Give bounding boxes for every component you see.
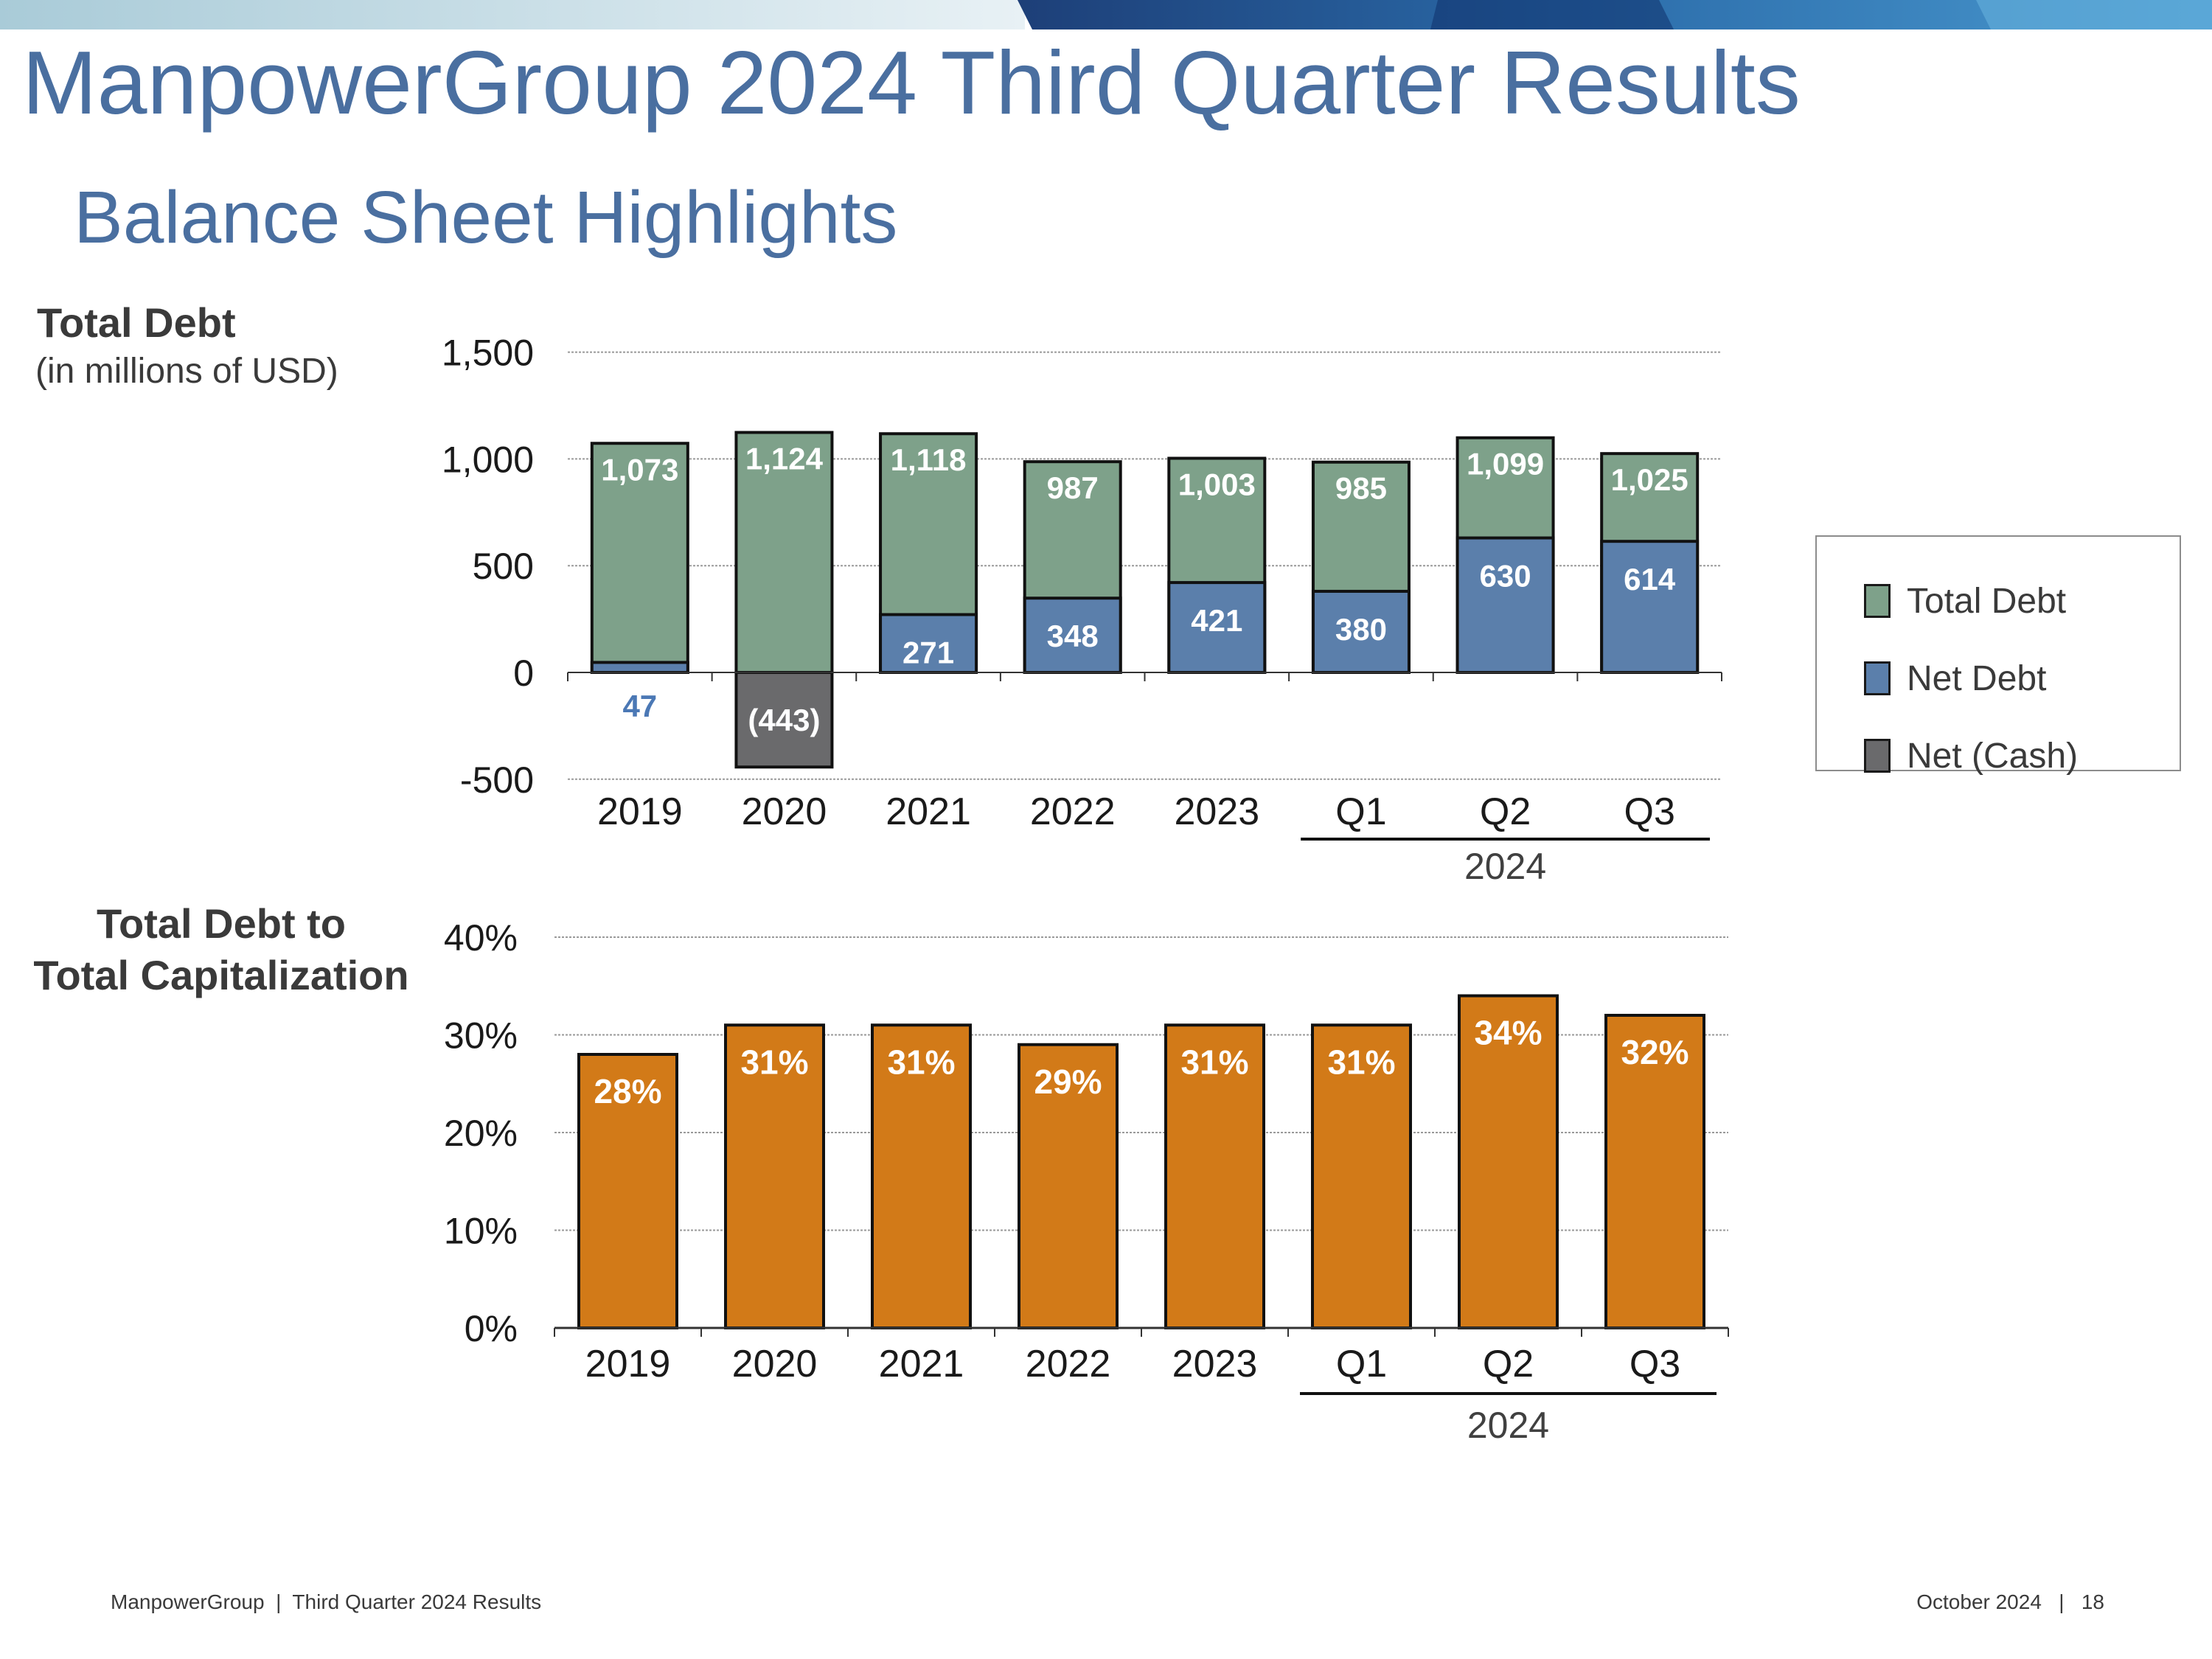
x-category-label: 2020	[742, 790, 827, 833]
data-label-net-debt: 380	[1335, 612, 1387, 647]
total-debt-chart: 1,500 1,000 500 0 -500 1,073 47 2019 1,124 (443) 2…	[442, 333, 1722, 887]
x-category-label: 2022	[1026, 1343, 1111, 1385]
data-label-capitalization: 31%	[1180, 1043, 1248, 1081]
x-category-label: Q3	[1624, 790, 1675, 833]
x-category-label: Q1	[1336, 1343, 1387, 1385]
bar-capitalization	[724, 1023, 825, 1329]
data-label-total-debt: 1,025	[1611, 462, 1688, 497]
bar-net-debt	[879, 613, 978, 674]
data-label-total-debt: 1,003	[1178, 467, 1256, 502]
data-label-capitalization: 34%	[1474, 1014, 1542, 1052]
total-debt-heading: Total Debt	[37, 299, 236, 346]
data-label-total-debt: 1,073	[601, 452, 678, 487]
group-label: 2024	[1467, 1405, 1549, 1446]
data-label-net-debt: 348	[1047, 619, 1099, 653]
y-tick-label: -500	[460, 759, 534, 801]
data-label-total-debt: 1,118	[891, 442, 967, 477]
data-label-net-cash: (443)	[748, 703, 820, 737]
x-category-label: 2022	[1030, 790, 1116, 833]
y-tick-label: 30%	[444, 1015, 518, 1057]
data-label-net-debt: 271	[902, 636, 954, 670]
data-label-total-debt: 1,124	[745, 441, 824, 476]
data-label-net-debt: 421	[1191, 603, 1242, 638]
data-label-capitalization: 32%	[1621, 1033, 1688, 1071]
data-label-capitalization: 31%	[740, 1043, 808, 1081]
bar-capitalization	[1311, 1023, 1412, 1329]
header-decorative-band	[0, 0, 2212, 29]
x-category-label: 2023	[1174, 790, 1259, 833]
bar-net-debt	[1600, 540, 1700, 675]
data-label-total-debt: 1,099	[1467, 447, 1544, 481]
x-category-label: Q2	[1483, 1343, 1534, 1385]
x-category-label: Q1	[1335, 790, 1386, 833]
x-category-label: Q3	[1630, 1343, 1680, 1385]
footer-right-text: October 2024 | 18	[1916, 1590, 2104, 1613]
chart-legend: Total Debt Net Debt Net (Cash)	[1815, 535, 2181, 776]
legend-item-net-debt: Net Debt	[1864, 658, 2047, 698]
legend-swatch-net-debt	[1864, 661, 1891, 695]
y-tick-label: 10%	[444, 1211, 518, 1252]
bar-capitalization	[1164, 1023, 1265, 1329]
legend-label-net-debt: Net Debt	[1907, 658, 2047, 698]
y-tick-label: 1,000	[442, 439, 534, 480]
x-category-label: 2019	[585, 1343, 671, 1385]
data-label-capitalization: 31%	[1327, 1043, 1395, 1081]
legend-label-total-debt: Total Debt	[1907, 581, 2067, 621]
x-category-label: Q2	[1480, 790, 1531, 833]
data-label-net-debt: 630	[1480, 559, 1531, 594]
capitalization-heading-line2: Total Capitalization	[33, 952, 409, 998]
bar-net-debt	[1167, 581, 1267, 675]
data-label-capitalization: 28%	[594, 1072, 661, 1110]
x-category-label: 2021	[886, 790, 971, 833]
bar-net-debt	[1455, 536, 1555, 674]
bar-total-debt	[590, 442, 689, 675]
data-label-capitalization: 29%	[1034, 1062, 1102, 1101]
y-tick-label: 0%	[465, 1308, 518, 1349]
group-label: 2024	[1464, 846, 1546, 887]
legend-swatch-net-cash	[1864, 739, 1891, 773]
legend-item-total-debt: Total Debt	[1864, 581, 2067, 621]
x-category-label: 2019	[597, 790, 683, 833]
y-tick-label: 1,500	[442, 333, 534, 374]
bar-capitalization	[577, 1053, 678, 1329]
x-category-label: 2020	[732, 1343, 818, 1385]
bar-capitalization	[1458, 994, 1559, 1329]
legend-item-net-cash: Net (Cash)	[1864, 736, 2079, 776]
y-tick-label: 20%	[444, 1113, 518, 1154]
capitalization-heading-line1: Total Debt to	[96, 900, 347, 947]
legend-label-net-cash: Net (Cash)	[1907, 736, 2079, 776]
legend-swatch-total-debt	[1864, 584, 1891, 618]
bar-net-debt	[1023, 597, 1122, 674]
data-label-total-debt: 987	[1047, 470, 1099, 505]
total-debt-unit: (in millions of USD)	[35, 352, 338, 391]
x-category-label: 2023	[1172, 1343, 1258, 1385]
data-label-capitalization: 31%	[887, 1043, 955, 1081]
capitalization-heading: Total Debt to Total Capitalization	[15, 898, 428, 1001]
data-label-total-debt: 985	[1335, 471, 1387, 506]
debt-to-capitalization-chart: 40% 30% 20% 10% 0% 28% 2019 31% 2020 31% 2021 29% 20…	[444, 917, 1729, 1446]
y-tick-label: 0	[513, 653, 534, 694]
data-label-net-debt: 47	[622, 689, 657, 723]
data-label-net-debt: 614	[1624, 562, 1676, 597]
footer-left-text: ManpowerGroup | Third Quarter 2024 Resul…	[111, 1590, 542, 1613]
page-title: ManpowerGroup 2024 Third Quarter Results	[22, 32, 1801, 133]
page-subtitle: Balance Sheet Highlights	[74, 176, 898, 259]
y-tick-label: 40%	[444, 917, 518, 959]
bar-capitalization	[1018, 1043, 1119, 1329]
x-category-label: 2021	[879, 1343, 964, 1385]
bar-capitalization	[871, 1023, 972, 1329]
y-tick-label: 500	[473, 546, 534, 587]
